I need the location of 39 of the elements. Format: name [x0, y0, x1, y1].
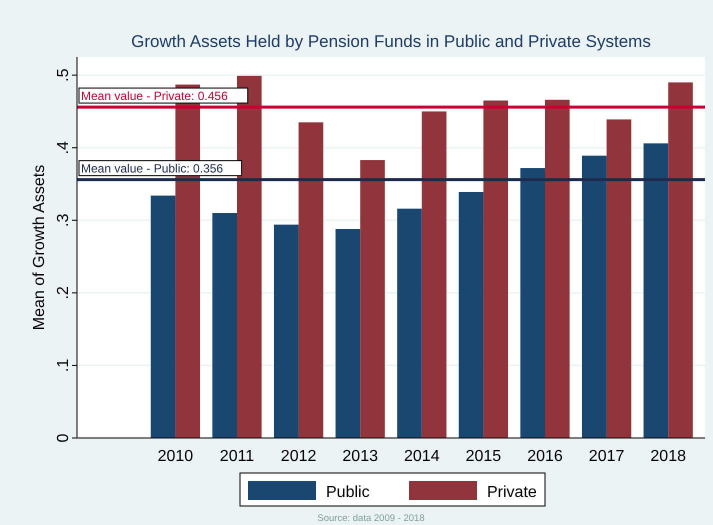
- y-tick-label: .3: [55, 214, 72, 227]
- y-tick-label: .1: [55, 358, 72, 372]
- bar: [397, 208, 422, 438]
- bar: [360, 160, 385, 438]
- x-tick-label: 2011: [220, 448, 254, 465]
- legend-label: Private: [487, 484, 537, 501]
- y-tick-label: .5: [55, 68, 72, 82]
- x-tick-label: 2010: [158, 448, 194, 465]
- y-axis-title: Mean of Growth Assets: [31, 164, 48, 330]
- x-tick-label: 2012: [280, 448, 316, 465]
- source-note: Source: data 2009 - 2018: [317, 513, 425, 524]
- y-tick-label: .2: [55, 286, 72, 300]
- bar: [422, 111, 446, 438]
- bar: [336, 228, 360, 438]
- x-tick-label: 2013: [342, 448, 378, 465]
- x-tick-label: 2016: [527, 448, 563, 465]
- bar: [274, 224, 299, 438]
- bar: [668, 82, 693, 438]
- x-tick-label: 2018: [650, 448, 686, 465]
- bar: [298, 122, 324, 438]
- legend-label: Public: [326, 484, 370, 501]
- bar: [150, 196, 176, 438]
- x-tick-label: 2014: [404, 448, 440, 465]
- bar: [545, 100, 570, 438]
- x-tick-label: 2015: [466, 448, 502, 465]
- bar: [458, 192, 484, 438]
- bar: [520, 168, 545, 438]
- chart-title: Growth Assets Held by Pension Funds in Public and Private Systems: [131, 32, 651, 51]
- bar: [237, 76, 262, 438]
- y-tick-label: .4: [55, 140, 72, 154]
- bar: [483, 100, 508, 438]
- x-tick-label: 2017: [588, 448, 624, 465]
- y-tick-label: 0: [55, 433, 72, 442]
- bar: [644, 143, 668, 438]
- ref-line-label: Mean value - Public: 0.356: [81, 162, 224, 176]
- bar: [582, 156, 607, 438]
- bar: [606, 119, 632, 438]
- ref-line-label: Mean value - Private: 0.456: [81, 89, 228, 104]
- bar: [212, 213, 237, 438]
